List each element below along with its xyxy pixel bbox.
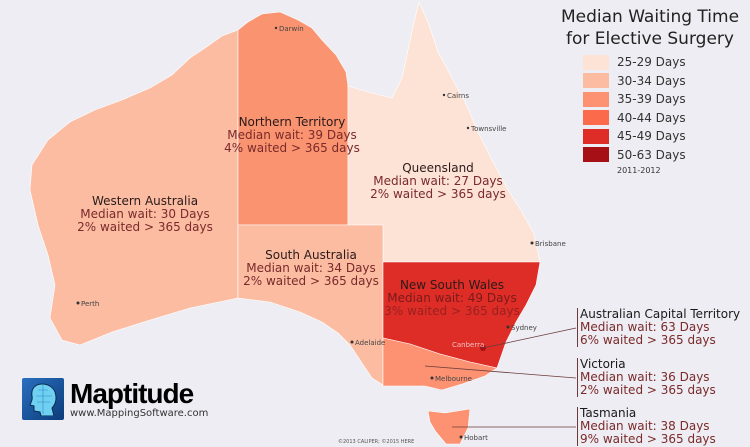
- svg-text:Melbourne: Melbourne: [435, 375, 472, 383]
- legend-title: Median Waiting Time: [560, 7, 740, 27]
- legend-item: 25-29 Days: [583, 53, 745, 72]
- svg-text:Median wait: 30 Days: Median wait: 30 Days: [80, 207, 210, 221]
- svg-text:Median wait: 34 Days: Median wait: 34 Days: [246, 261, 376, 275]
- legend-swatch: [583, 128, 609, 144]
- svg-text:Queensland: Queensland: [402, 161, 474, 175]
- state-tasmania[interactable]: [427, 408, 471, 445]
- legend-label: 45-49 Days: [617, 129, 686, 144]
- callout-name: Australian Capital Territory: [580, 307, 741, 321]
- svg-text:4% waited > 365 days: 4% waited > 365 days: [224, 141, 360, 155]
- callout-name: Victoria: [580, 357, 626, 371]
- callout-name: Tasmania: [580, 406, 637, 420]
- copyright: ©2013 CALIPER; ©2015 HERE: [338, 439, 415, 445]
- callout-pct: 2% waited > 365 days: [580, 383, 716, 397]
- svg-text:Darwin: Darwin: [279, 25, 304, 33]
- callout-act: Australian Capital Territory Median wait…: [577, 308, 740, 347]
- svg-text:Townsville: Townsville: [470, 125, 506, 133]
- legend-swatch: [583, 147, 609, 163]
- legend-swatch: [583, 91, 609, 107]
- legend-item: 45-49 Days: [583, 127, 745, 146]
- svg-text:South Australia: South Australia: [265, 248, 357, 262]
- legend-item: 50-63 Days: [583, 146, 745, 165]
- legend-subtitle: for Elective Surgery: [566, 29, 734, 49]
- legend-swatch: [583, 110, 609, 126]
- city-labels: Darwin Cairns Townsville Brisbane Sydney…: [76, 25, 566, 442]
- svg-text:Northern Territory: Northern Territory: [239, 115, 346, 129]
- svg-text:Median wait: 39 Days: Median wait: 39 Days: [227, 128, 357, 142]
- svg-text:Sydney: Sydney: [511, 324, 537, 332]
- svg-text:Perth: Perth: [81, 300, 99, 308]
- legend-item: 35-39 Days: [583, 90, 745, 109]
- callout-wait: Median wait: 36 Days: [580, 370, 710, 384]
- svg-text:New South Wales: New South Wales: [400, 278, 504, 292]
- svg-text:Western Australia: Western Australia: [92, 194, 198, 208]
- svg-text:Brisbane: Brisbane: [535, 240, 566, 248]
- svg-text:3% waited > 365 days: 3% waited > 365 days: [384, 304, 520, 318]
- svg-text:Median wait: 49 Days: Median wait: 49 Days: [387, 291, 517, 305]
- maptitude-logo[interactable]: Maptitude www.MappingSoftware.com: [22, 378, 208, 420]
- callout-wait: Median wait: 63 Days: [580, 320, 710, 334]
- legend-item: 30-34 Days: [583, 72, 745, 91]
- svg-text:2% waited > 365 days: 2% waited > 365 days: [77, 220, 213, 234]
- callout-pct: 6% waited > 365 days: [580, 333, 716, 347]
- state-victoria[interactable]: [382, 337, 498, 391]
- svg-text:Adelaide: Adelaide: [355, 339, 385, 347]
- legend-label: 30-34 Days: [617, 73, 686, 88]
- brand-url[interactable]: www.MappingSoftware.com: [70, 407, 209, 419]
- legend-label: 35-39 Days: [617, 92, 686, 107]
- svg-text:Canberra: Canberra: [452, 341, 484, 349]
- svg-text:2% waited > 365 days: 2% waited > 365 days: [370, 187, 506, 201]
- state-queensland[interactable]: [347, 1, 541, 263]
- legend-label: 50-63 Days: [617, 147, 686, 162]
- brand-name: Maptitude: [70, 377, 194, 409]
- legend-swatch: [583, 73, 609, 89]
- head-globe-icon: [22, 378, 64, 420]
- legend-item: 40-44 Days: [583, 109, 745, 128]
- svg-text:Median wait: 27 Days: Median wait: 27 Days: [373, 174, 503, 188]
- state-western-australia[interactable]: [29, 29, 239, 346]
- callout-wait: Median wait: 38 Days: [580, 419, 710, 433]
- callout-tasmania: Tasmania Median wait: 38 Days 9% waited …: [577, 407, 716, 446]
- svg-text:Hobart: Hobart: [464, 434, 488, 442]
- svg-text:2% waited > 365 days: 2% waited > 365 days: [243, 274, 379, 288]
- callout-pct: 9% waited > 365 days: [580, 432, 716, 446]
- legend: Median Waiting Time for Elective Surgery…: [555, 6, 745, 175]
- legend-label: 40-44 Days: [617, 110, 686, 125]
- leader-lines: [424, 327, 577, 428]
- svg-text:Cairns: Cairns: [447, 92, 469, 100]
- legend-swatch: [583, 54, 609, 70]
- legend-label: 25-29 Days: [617, 55, 686, 70]
- legend-period: 2011-2012: [617, 166, 661, 175]
- callout-victoria: Victoria Median wait: 36 Days 2% waited …: [577, 358, 716, 397]
- state-labels: Northern Territory Median wait: 39 Days …: [77, 115, 520, 318]
